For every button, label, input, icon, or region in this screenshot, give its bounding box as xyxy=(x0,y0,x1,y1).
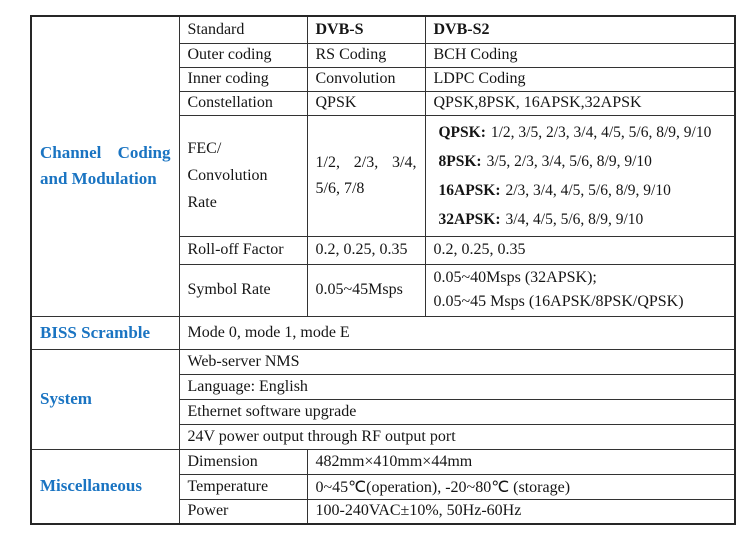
value-power: 100-240VAC±10%, 50Hz-60Hz xyxy=(306,498,736,525)
row-system-24v: 24V power output through RF output port xyxy=(31,423,736,450)
value-temperature: 0~45℃(operation), -20~80℃ (storage) xyxy=(306,473,736,500)
param-symbol-rate: Symbol Rate xyxy=(178,263,308,317)
section-label-biss-scramble: BISS Scramble xyxy=(30,315,180,350)
section-label-miscellaneous: Miscellaneous xyxy=(30,448,180,525)
param-outer-coding: Outer coding xyxy=(178,42,308,68)
row-system-webserver: System Web-server NMS xyxy=(30,348,736,450)
param-roll-off: Roll-off Factor xyxy=(178,235,308,265)
value-dvbs2-fec: QPSK: 1/2, 3/5, 2/3, 3/4, 4/5, 5/6, 8/9, … xyxy=(424,114,736,237)
value-dvbs-fec: 1/2, 2/3, 3/4, 5/6, 7/8 xyxy=(306,114,426,237)
section-label-channel-coding: Channel Coding and Modulation xyxy=(30,15,180,317)
row-inner-coding: Inner coding Convolution LDPC Coding xyxy=(31,66,736,92)
param-power: Power xyxy=(178,498,308,525)
param-standard: Standard xyxy=(178,15,308,44)
param-temperature: Temperature xyxy=(178,473,308,500)
param-constellation: Constellation xyxy=(178,90,308,116)
value-dvbs2-constellation: QPSK,8PSK, 16APSK,32APSK xyxy=(424,90,736,116)
header-dvbs: DVB-S xyxy=(306,15,426,44)
fec-dvbs2-line-qpsk: QPSK: 1/2, 3/5, 2/3, 3/4, 4/5, 5/6, 8/9, … xyxy=(439,118,733,147)
value-dvbs2-inner-coding: LDPC Coding xyxy=(424,66,736,92)
value-dvbs-inner-coding: Convolution xyxy=(306,66,426,92)
fec-mod-values: 1/2, 3/5, 2/3, 3/4, 4/5, 5/6, 8/9, 9/10 xyxy=(490,123,712,141)
symbol-rate-line1: 0.05~40Msps (32APSK); xyxy=(433,269,597,286)
value-system-24v: 24V power output through RF output port xyxy=(178,423,736,450)
row-biss-scramble: BISS Scramble Mode 0, mode 1, mode E xyxy=(30,315,736,350)
row-system-ethernet: Ethernet software upgrade xyxy=(31,398,736,425)
row-misc-dimension: Miscellaneous Dimension 482mm×410mm×44mm xyxy=(30,448,736,525)
header-dvbs2: DVB-S2 xyxy=(424,15,736,44)
fec-mod-label: QPSK: xyxy=(438,123,486,141)
value-dvbs-constellation: QPSK xyxy=(306,90,426,116)
value-biss-scramble: Mode 0, mode 1, mode E xyxy=(178,315,736,350)
value-system-webserver: Web-server NMS xyxy=(178,348,736,375)
value-dvbs-symbol-rate: 0.05~45Msps xyxy=(306,263,426,317)
fec-dvbs2-line-32apsk: 32APSK: 3/4, 4/5, 5/6, 8/9, 9/10 xyxy=(439,205,733,234)
value-dvbs2-roll-off: 0.2, 0.25, 0.35 xyxy=(424,235,736,265)
section-label-system: System xyxy=(30,348,180,450)
row-roll-off: Roll-off Factor 0.2, 0.25, 0.35 0.2, 0.2… xyxy=(31,235,736,265)
row-misc-temperature: Temperature 0~45℃(operation), -20~80℃ (s… xyxy=(31,473,736,500)
value-dvbs2-outer-coding: BCH Coding xyxy=(424,42,736,68)
row-misc-power: Power 100-240VAC±10%, 50Hz-60Hz xyxy=(31,498,736,525)
value-dvbs-outer-coding: RS Coding xyxy=(306,42,426,68)
fec-mod-label: 16APSK: xyxy=(438,181,501,199)
fec-mod-values: 3/5, 2/3, 3/4, 5/6, 8/9, 9/10 xyxy=(486,152,652,170)
param-fec: FEC/ Convolution Rate xyxy=(178,114,308,237)
fec-mod-values: 2/3, 3/4, 4/5, 5/6, 8/9, 9/10 xyxy=(505,181,671,199)
row-standard: Channel Coding and Modulation Standard D… xyxy=(30,15,736,317)
fec-mod-label: 8PSK: xyxy=(438,152,482,170)
param-dimension: Dimension xyxy=(178,448,308,475)
param-inner-coding: Inner coding xyxy=(178,66,308,92)
spec-table: Channel Coding and Modulation Standard D… xyxy=(30,15,736,525)
row-constellation: Constellation QPSK QPSK,8PSK, 16APSK,32A… xyxy=(31,90,736,116)
symbol-rate-line2: 0.05~45 Msps (16APSK/8PSK/QPSK) xyxy=(433,293,684,310)
value-dvbs2-symbol-rate: 0.05~40Msps (32APSK); 0.05~45 Msps (16AP… xyxy=(424,263,736,317)
value-dvbs-roll-off: 0.2, 0.25, 0.35 xyxy=(306,235,426,265)
value-system-ethernet: Ethernet software upgrade xyxy=(178,398,736,425)
row-system-language: Language: English xyxy=(31,373,736,400)
fec-mod-values: 3/4, 4/5, 5/6, 8/9, 9/10 xyxy=(505,210,644,228)
fec-dvbs2-line-16apsk: 16APSK: 2/3, 3/4, 4/5, 5/6, 8/9, 9/10 xyxy=(439,176,733,205)
row-fec: FEC/ Convolution Rate 1/2, 2/3, 3/4, 5/6… xyxy=(31,114,736,237)
fec-dvbs2-line-8psk: 8PSK: 3/5, 2/3, 3/4, 5/6, 8/9, 9/10 xyxy=(439,147,733,176)
fec-mod-label: 32APSK: xyxy=(438,210,501,228)
value-system-language: Language: English xyxy=(178,373,736,400)
value-dimension: 482mm×410mm×44mm xyxy=(306,448,736,475)
